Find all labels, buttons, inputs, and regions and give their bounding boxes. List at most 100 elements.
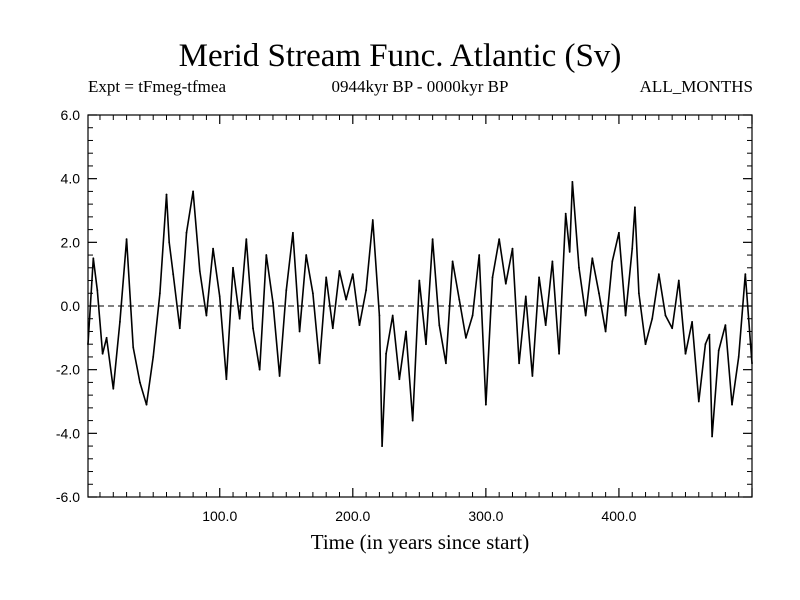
data-point: [351, 273, 354, 276]
y-tick-label: -6.0: [56, 489, 80, 505]
data-point: [87, 343, 89, 346]
data-point: [558, 352, 560, 355]
data-point: [708, 333, 711, 336]
data-point: [431, 238, 434, 241]
data-point: [285, 289, 288, 291]
data-point: [358, 324, 361, 326]
data-point: [172, 273, 175, 276]
data-point: [664, 314, 667, 317]
chart-title: Merid Stream Func. Atlantic (Sv): [178, 38, 622, 74]
data-point: [484, 403, 487, 406]
data-point: [205, 314, 208, 317]
data-point: [677, 279, 680, 282]
data-point: [391, 314, 394, 317]
data-point: [684, 352, 687, 355]
data-point: [371, 219, 374, 221]
data-point: [717, 349, 720, 352]
data-point: [465, 336, 467, 339]
data-point: [704, 343, 707, 346]
data-point: [398, 378, 401, 381]
data-point: [751, 362, 753, 365]
data-point: [92, 257, 95, 260]
data-point: [152, 356, 155, 358]
series-line: [87, 181, 753, 447]
data-point: [158, 292, 161, 295]
data-point: [238, 317, 241, 320]
data-point: [265, 254, 268, 256]
data-point: [651, 317, 654, 320]
data-point: [618, 231, 620, 234]
data-point: [604, 330, 607, 333]
data-point: [258, 368, 261, 371]
data-point: [544, 324, 547, 326]
data-point: [531, 375, 534, 377]
data-point: [252, 327, 254, 330]
x-tick-label: 200.0: [335, 508, 370, 524]
y-tick-label: 2.0: [61, 234, 81, 250]
data-point: [132, 346, 135, 349]
data-point: [744, 273, 747, 276]
data-point: [631, 247, 634, 250]
data-point: [381, 445, 383, 447]
data-point: [145, 403, 148, 406]
data-point: [564, 212, 567, 215]
axis-tick-labels: -6.0 -4.0 -2.0 0.0 2.0 4.0 6.0 100.0 200.0 300.0 4…: [56, 107, 637, 524]
data-point: [458, 298, 461, 301]
data-point: [538, 276, 540, 279]
data-point: [212, 247, 214, 250]
data-point: [119, 321, 121, 323]
data-point: [198, 270, 201, 272]
data-point: [504, 282, 507, 285]
data-point: [225, 378, 228, 381]
data-point: [425, 343, 427, 346]
data-point: [578, 266, 580, 269]
data-point: [611, 260, 614, 263]
data-point: [471, 314, 474, 317]
y-tick-label: -4.0: [56, 425, 80, 441]
data-point: [418, 279, 421, 282]
data-point: [697, 400, 700, 403]
data-point: [491, 276, 494, 279]
data-point: [112, 387, 115, 390]
data-point: [598, 292, 600, 295]
data-point: [245, 238, 248, 241]
data-point: [511, 247, 514, 250]
y-tick-label: -2.0: [56, 362, 80, 378]
time-range-label: 0944kyr BP - 0000kyr BP: [331, 77, 509, 96]
data-point: [405, 330, 407, 333]
data-point: [634, 206, 636, 209]
data-point: [278, 375, 281, 377]
data-point: [724, 324, 727, 326]
data-point: [105, 336, 108, 339]
data-point: [644, 343, 647, 346]
data-point: [325, 276, 328, 279]
data-point: [671, 327, 674, 330]
y-tick-label: 0.0: [61, 298, 81, 314]
data-point: [318, 362, 321, 365]
data-point: [637, 292, 640, 295]
data-point: [731, 403, 733, 406]
data-point: [584, 314, 587, 317]
data-point: [338, 270, 341, 272]
data-point: [591, 257, 594, 260]
data-point: [451, 260, 454, 263]
data-point: [498, 238, 501, 241]
data-point: [657, 273, 660, 276]
data-point: [168, 241, 171, 244]
data-point: [331, 327, 334, 330]
data-points: [87, 180, 753, 447]
data-point: [691, 321, 694, 323]
data-point: [311, 292, 314, 295]
data-point: [345, 298, 348, 301]
data-point: [218, 295, 221, 298]
data-point: [385, 352, 387, 355]
data-point: [571, 180, 574, 183]
data-point: [185, 231, 188, 234]
data-point: [192, 190, 195, 193]
data-point: [232, 266, 234, 269]
data-point: [524, 295, 527, 298]
data-point: [711, 435, 713, 438]
x-tick-label: 400.0: [601, 508, 636, 524]
